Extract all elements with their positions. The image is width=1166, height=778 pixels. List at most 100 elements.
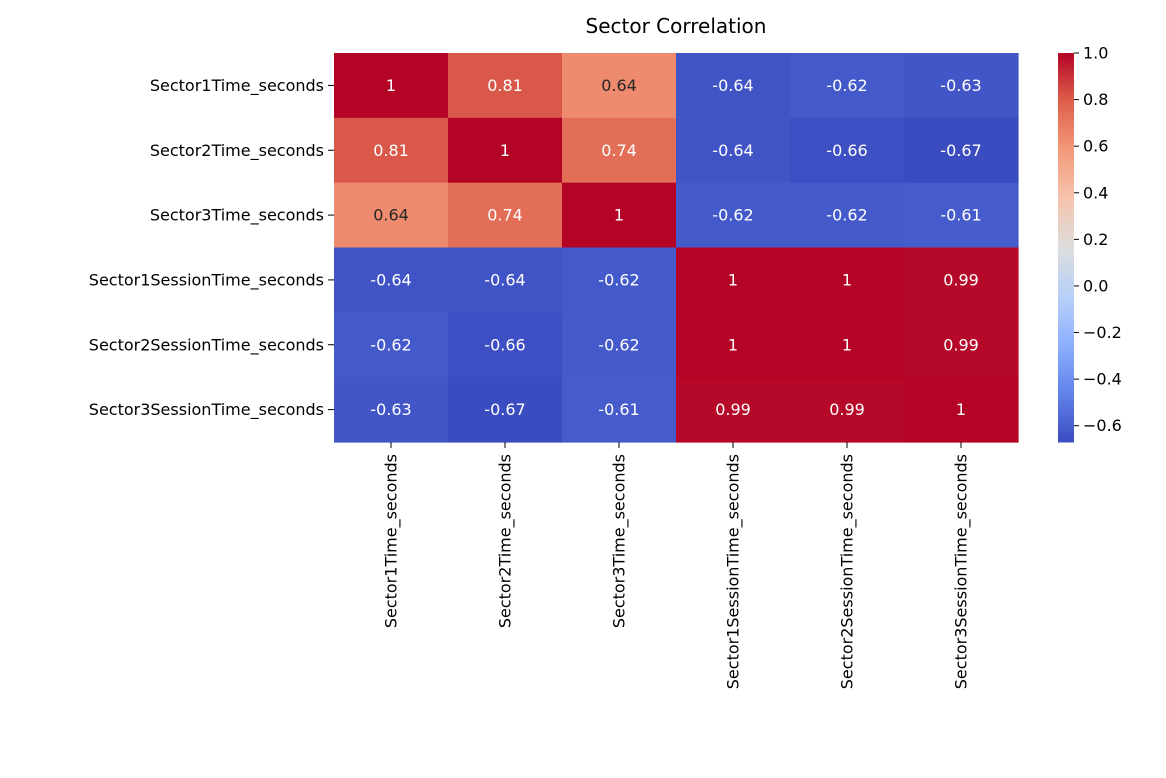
cell-annotation: -0.64 [712, 76, 753, 95]
colorbar-segment [1058, 403, 1074, 407]
heatmap-cell [334, 377, 449, 443]
cell-annotation: 0.81 [373, 141, 409, 160]
heatmap-cell [676, 117, 791, 184]
heatmap-cell [448, 377, 563, 443]
colorbar-segment [1058, 169, 1074, 174]
colorbar-segment [1058, 354, 1074, 359]
heatmap-cell [676, 312, 791, 378]
colorbar-segment [1058, 72, 1074, 77]
cell-annotation: 1 [728, 270, 738, 289]
colorbar-segment [1058, 228, 1074, 232]
colorbar-segment [1058, 357, 1074, 362]
colorbar-segment [1058, 429, 1074, 433]
cell-annotation: -0.62 [598, 270, 639, 289]
heatmap-cell [562, 53, 677, 119]
colorbar-tick-label: 0.0 [1083, 276, 1108, 295]
heatmap-cell [676, 247, 791, 313]
colorbar-segment [1058, 399, 1074, 404]
cell-annotation: -0.64 [712, 141, 753, 160]
colorbar-segment [1058, 438, 1074, 443]
heatmap-cell [904, 312, 1019, 378]
heatmap-cell [334, 312, 449, 378]
colorbar-segment [1058, 53, 1074, 57]
heatmap-cell [904, 377, 1019, 443]
chart-title: Sector Correlation [586, 14, 767, 38]
cell-annotation: 0.99 [715, 400, 751, 419]
cell-annotation: -0.67 [484, 400, 525, 419]
colorbar-segment [1058, 386, 1074, 391]
colorbar-segment [1058, 383, 1074, 388]
y-tick-label: Sector3SessionTime_seconds [89, 400, 324, 420]
cell-annotation: -0.64 [370, 270, 411, 289]
colorbar-segment [1058, 318, 1074, 323]
y-tick-label: Sector2Time_seconds [150, 141, 324, 161]
colorbar-segment [1058, 124, 1074, 129]
heatmap-cell [334, 53, 449, 119]
colorbar-tick-label: −0.4 [1083, 370, 1122, 389]
colorbar-segment [1058, 101, 1074, 106]
colorbar-segment [1058, 406, 1074, 411]
colorbar-segment [1058, 360, 1074, 365]
colorbar-segment [1058, 377, 1074, 381]
colorbar-segment [1058, 344, 1074, 349]
colorbar-segment [1058, 104, 1074, 109]
heatmap-cell [790, 117, 905, 184]
cell-annotation: 1 [614, 206, 624, 225]
colorbar-segment [1058, 159, 1074, 164]
colorbar-segment [1058, 150, 1074, 154]
heatmap-cell [676, 182, 791, 249]
cell-annotation: 0.64 [373, 206, 409, 225]
colorbar-segment [1058, 370, 1074, 375]
colorbar-segment [1058, 117, 1074, 122]
colorbar-segment [1058, 108, 1074, 112]
colorbar-segment [1058, 75, 1074, 80]
cell-annotation: 1 [842, 270, 852, 289]
y-tick-label: Sector2SessionTime_seconds [89, 335, 324, 355]
heatmap-cell [790, 247, 905, 313]
x-tick-labels: Sector1Time_seconds Sector2Time_seconds Se… [382, 442, 972, 689]
colorbar-segment [1058, 82, 1074, 86]
cell-annotation: 0.81 [487, 76, 523, 95]
colorbar-tick-label: 0.6 [1083, 137, 1108, 156]
colorbar-segment [1058, 231, 1074, 236]
colorbar-segment [1058, 419, 1074, 424]
heatmap-cell [448, 182, 563, 249]
colorbar-segment [1058, 263, 1074, 268]
y-tick-label: Sector1Time_seconds [150, 76, 324, 96]
colorbar-segment [1058, 192, 1074, 197]
cell-annotation: 0.99 [829, 400, 865, 419]
colorbar-segment [1058, 56, 1074, 60]
colorbar-segment [1058, 302, 1074, 307]
colorbar-segment [1058, 59, 1074, 64]
heatmap-cell [562, 312, 677, 378]
colorbar-segment [1058, 292, 1074, 297]
heatmap-cell [904, 53, 1019, 119]
colorbar-segment [1058, 78, 1074, 83]
colorbar-segment [1058, 309, 1074, 313]
heatmap-cell [562, 117, 677, 184]
colorbar-tick-label: 0.2 [1083, 230, 1108, 249]
heatmap-cell [904, 182, 1019, 249]
colorbar-tick-label: 0.8 [1083, 90, 1108, 109]
colorbar-segment [1058, 335, 1074, 339]
colorbar-segment [1058, 338, 1074, 343]
colorbar-segment [1058, 218, 1074, 223]
colorbar-segment [1058, 121, 1074, 125]
heatmap-cell [562, 377, 677, 443]
colorbar-segment [1058, 367, 1074, 372]
colorbar-segment [1058, 202, 1074, 206]
colorbar-segment [1058, 425, 1074, 430]
colorbar-segment [1058, 373, 1074, 378]
cell-annotation: -0.63 [370, 400, 411, 419]
colorbar-segment [1058, 215, 1074, 219]
x-tick-label: Sector2SessionTime_seconds [838, 454, 858, 689]
colorbar-segment [1058, 85, 1074, 90]
colorbar-segment [1058, 134, 1074, 138]
heatmap-cell [790, 377, 905, 443]
colorbar-segment [1058, 153, 1074, 158]
colorbar-segment [1058, 315, 1074, 320]
cell-annotation: -0.66 [826, 141, 867, 160]
colorbar-segment [1058, 396, 1074, 401]
cell-annotation: 0.74 [487, 206, 523, 225]
